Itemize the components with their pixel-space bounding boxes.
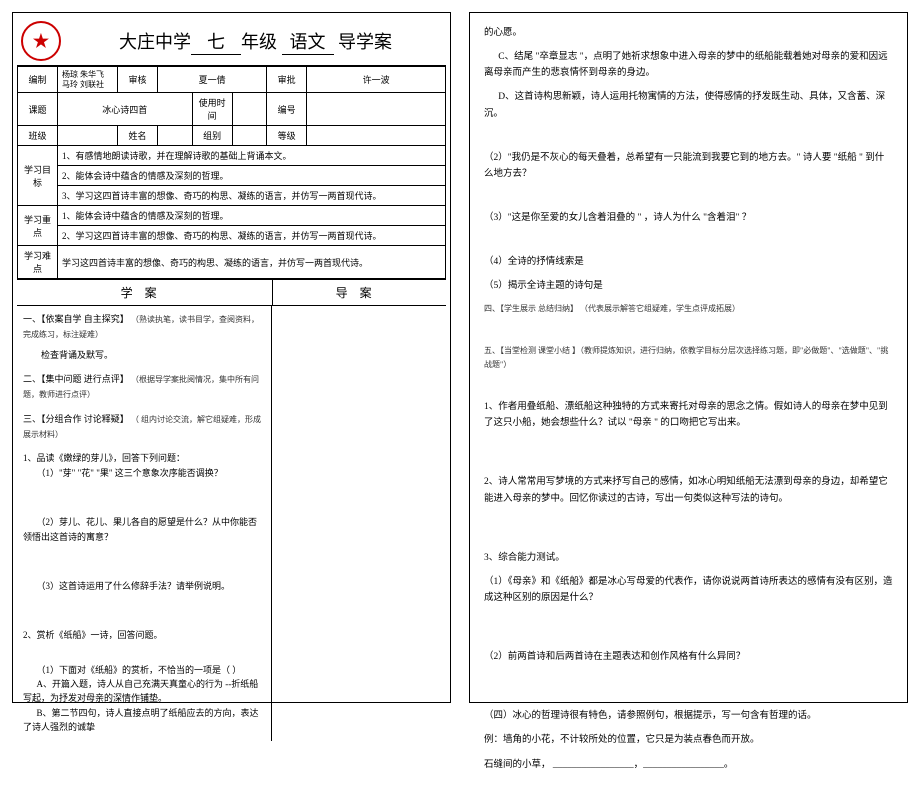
cell-label: 审核 bbox=[118, 67, 158, 93]
blank-line: _________________，_________________。 bbox=[553, 760, 734, 770]
school-name: 大庄中学 bbox=[119, 32, 191, 52]
cell-value: 夏一倩 bbox=[158, 67, 267, 93]
task4a: （四）冰心的哲理诗很有特色，请参照例句，根据提示，写一句含有哲理的话。 bbox=[484, 708, 893, 724]
cell-value bbox=[232, 93, 267, 126]
block-title: 一、【依案自学 自主探究】 bbox=[23, 314, 129, 324]
block-title: 二、【集中问题 进行点评】 bbox=[23, 374, 129, 384]
goals-label: 学习目标 bbox=[18, 146, 58, 206]
goal-item: 2、能体会诗中蕴含的情感及深刻的哲理。 bbox=[58, 166, 446, 186]
cell-label: 姓名 bbox=[118, 126, 158, 146]
table-row: 3、学习这四首诗丰富的想像、奇巧的构思、凝练的语言，并仿写一两首现代诗。 bbox=[18, 186, 446, 206]
cell-value bbox=[307, 93, 446, 126]
q3: （3）"这是你至爱的女儿含着泪叠的 " ，诗人为什么 "含着泪" ？ bbox=[484, 210, 893, 226]
block-title: 三、【分组合作 讨论释疑】 bbox=[23, 414, 129, 424]
cell-label: 编号 bbox=[267, 93, 307, 126]
study-plan-column: 一、【依案自学 自主探究】 （熟读执笔，读书目学，查阅资料，完成练习，标注疑难）… bbox=[17, 306, 272, 740]
difficulty-text: 学习这四首诗丰富的想像、奇巧的构思、凝练的语言，并仿写一两首现代诗。 bbox=[58, 246, 446, 279]
q1-sub3: （3）这首诗运用了什么修辞手法？请举例说明。 bbox=[23, 579, 265, 593]
cell-value: 冰心诗四首 bbox=[58, 93, 193, 126]
cell-value bbox=[58, 126, 118, 146]
info-table: 编制 杨琼 朱华飞 马玲 刘联社 审核 夏一倩 审批 许一波 课题 冰心诗四首 … bbox=[17, 66, 446, 279]
q1-title: 1、品读《嫩绿的芽儿》，回答下列问题： bbox=[23, 451, 265, 465]
cell-label: 等级 bbox=[267, 126, 307, 146]
goal-item: 3、学习这四首诗丰富的想像、奇巧的构思、凝练的语言，并仿写一两首现代诗。 bbox=[58, 186, 446, 206]
q1-sub2: （2）芽儿、花儿、果儿各自的愿望是什么？从中你能否领悟出这首诗的寓意？ bbox=[23, 515, 265, 544]
cell-value bbox=[158, 126, 193, 146]
grade-label: 年级 bbox=[241, 32, 277, 52]
q2-optB: B、第二节四句，诗人直接点明了纸船应去的方向，表达了诗人强烈的诚挚 bbox=[23, 706, 265, 735]
block-3: 三、【分组合作 讨论释疑】 （ 组内讨论交流，解它组疑难，形成展示材料） bbox=[23, 412, 265, 442]
cell-label: 课题 bbox=[18, 93, 58, 126]
right-section-title: 导案 bbox=[273, 280, 446, 305]
left-section-title: 学案 bbox=[17, 280, 273, 305]
question-1: 1、品读《嫩绿的芽儿》，回答下列问题： （1）"芽" "花" "果" 这三个意象… bbox=[23, 451, 265, 628]
cell-label: 使用时间 bbox=[192, 93, 232, 126]
question-2: 2、赏析《纸船》一诗，回答问题。 （1）下面对《纸船》的赏析，不恰当的一项是（ … bbox=[23, 628, 265, 734]
p-continuation: 的心愿。 bbox=[484, 25, 893, 41]
header: 大庄中学七年级 语文 导学案 bbox=[17, 17, 446, 66]
cell-label: 编制 bbox=[18, 67, 58, 93]
task1: 1、作者用叠纸船、漂纸船这种独特的方式来寄托对母亲的思念之情。假如诗人的母亲在梦… bbox=[484, 399, 893, 431]
optC: C、结尾 "卒章显志 "，点明了她祈求想象中进入母亲的梦中的纸船能载着她对母亲的… bbox=[484, 49, 893, 81]
subject: 语文 bbox=[282, 28, 334, 55]
document-title: 大庄中学七年级 语文 导学案 bbox=[69, 28, 442, 55]
content-area: 一、【依案自学 自主探究】 （熟读执笔，读书目学，查阅资料，完成练习，标注疑难）… bbox=[17, 306, 446, 740]
task3a: （1）《母亲》和《纸船》都是冰心写母爱的代表作，请你说说两首诗所表达的感情有没有… bbox=[484, 574, 893, 606]
task2: 2、诗人常常用写梦境的方式来抒写自己的感情，如冰心明知纸船无法漂到母亲的身边，却… bbox=[484, 474, 893, 506]
block-text: 检查背诵及默写。 bbox=[23, 348, 265, 362]
q2-title: 2、赏析《纸船》一诗，回答问题。 bbox=[23, 628, 265, 642]
q1-sub1: （1）"芽" "花" "果" 这三个意象次序能否调换？ bbox=[23, 466, 265, 480]
q2-sub1: （1）下面对《纸船》的赏析，不恰当的一项是（ ） bbox=[23, 663, 265, 677]
school-seal bbox=[21, 21, 61, 61]
optD: D、这首诗构思新颖，诗人运用托物寓情的方法，使得感情的抒发既生动、具体，又含蓄、… bbox=[484, 89, 893, 121]
table-row: 学习重点 1、能体会诗中蕴含的情感及深刻的哲理。 bbox=[18, 206, 446, 226]
section-header: 学案 导案 bbox=[17, 279, 446, 306]
focus-label: 学习重点 bbox=[18, 206, 58, 246]
goal-item: 1、有感情地朗读诗歌，并在理解诗歌的基础上背诵本文。 bbox=[58, 146, 446, 166]
page-right: 的心愿。 C、结尾 "卒章显志 "，点明了她祈求想象中进入母亲的梦中的纸船能载着… bbox=[469, 12, 908, 703]
page2-content: 的心愿。 C、结尾 "卒章显志 "，点明了她祈求想象中进入母亲的梦中的纸船能载着… bbox=[474, 17, 903, 789]
difficulty-label: 学习难点 bbox=[18, 246, 58, 279]
q4b: （5）揭示全诗主题的诗句是 bbox=[484, 278, 893, 294]
table-row: 学习难点 学习这四首诗丰富的想像、奇巧的构思、凝练的语言，并仿写一两首现代诗。 bbox=[18, 246, 446, 279]
block-1: 一、【依案自学 自主探究】 （熟读执笔，读书目学，查阅资料，完成练习，标注疑难）… bbox=[23, 312, 265, 362]
block4: 四、【学生展示 总结归纳】 （代表展示解答它组疑难，学生点评成拓展） bbox=[484, 302, 893, 316]
cell-value bbox=[232, 126, 267, 146]
grade: 七 bbox=[191, 28, 241, 55]
q2-optA: A、开篇入题，诗人从自己充满天真童心的行为 --折纸船写起，为抒发对母亲的深情作… bbox=[23, 677, 265, 706]
table-row: 课题 冰心诗四首 使用时间 编号 bbox=[18, 93, 446, 126]
cell-label: 组别 bbox=[192, 126, 232, 146]
task3b: （2）前两首诗和后两首诗在主题表达和创作风格有什么异同？ bbox=[484, 649, 893, 665]
table-row: 2、学习这四首诗丰富的想像、奇巧的构思、凝练的语言，并仿写一两首现代诗。 bbox=[18, 226, 446, 246]
cell-value: 许一波 bbox=[307, 67, 446, 93]
q4a: （4）全诗的抒情线索是 bbox=[484, 254, 893, 270]
block5: 五、【当堂检测 课堂小结 】（教师提炼知识，进行归纳，依教学目标分层次选择练习题… bbox=[484, 344, 893, 371]
page-left: 大庄中学七年级 语文 导学案 编制 杨琼 朱华飞 马玲 刘联社 审核 夏一倩 审… bbox=[12, 12, 451, 703]
block-2: 二、【集中问题 进行点评】 （根据导学案批阅情况，集中所有问题，教师进行点评） bbox=[23, 372, 265, 402]
guide-plan-column bbox=[272, 306, 446, 740]
task4b: 例：墙角的小花，不计较所处的位置，它只是为装点春色而开放。 bbox=[484, 732, 893, 748]
focus-item: 2、学习这四首诗丰富的想像、奇巧的构思、凝练的语言，并仿写一两首现代诗。 bbox=[58, 226, 446, 246]
cell-label: 审批 bbox=[267, 67, 307, 93]
cell-value: 杨琼 朱华飞 马玲 刘联社 bbox=[58, 67, 118, 93]
task3-title: 3、综合能力测试。 bbox=[484, 550, 893, 566]
table-row: 班级 姓名 组别 等级 bbox=[18, 126, 446, 146]
doc-type: 导学案 bbox=[338, 32, 392, 52]
q2: （2）"我仍是不灰心的每天叠着，总希望有一只能流到我要它到的地方去。" 诗人要 … bbox=[484, 150, 893, 182]
task4c: 石缝间的小草， _________________，______________… bbox=[484, 757, 893, 773]
table-row: 编制 杨琼 朱华飞 马玲 刘联社 审核 夏一倩 审批 许一波 bbox=[18, 67, 446, 93]
table-row: 2、能体会诗中蕴含的情感及深刻的哲理。 bbox=[18, 166, 446, 186]
table-row: 学习目标 1、有感情地朗读诗歌，并在理解诗歌的基础上背诵本文。 bbox=[18, 146, 446, 166]
cell-value bbox=[307, 126, 446, 146]
cell-label: 班级 bbox=[18, 126, 58, 146]
focus-item: 1、能体会诗中蕴含的情感及深刻的哲理。 bbox=[58, 206, 446, 226]
